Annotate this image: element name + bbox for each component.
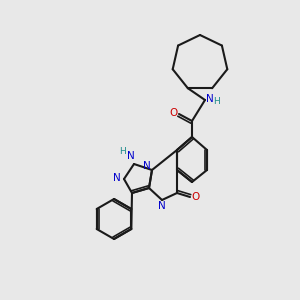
Text: N: N — [127, 151, 135, 161]
Text: N: N — [143, 161, 151, 171]
Text: O: O — [192, 192, 200, 202]
Text: N: N — [158, 201, 166, 211]
Text: H: H — [214, 98, 220, 106]
Text: N: N — [206, 94, 214, 104]
Text: O: O — [169, 108, 177, 118]
Text: N: N — [113, 173, 121, 183]
Text: H: H — [120, 146, 126, 155]
